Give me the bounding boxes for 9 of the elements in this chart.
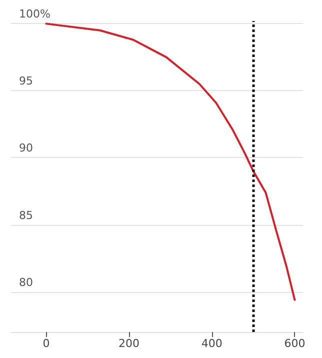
y-tick-label: 85 [19,208,33,222]
y-tick-label: 95 [19,74,33,88]
x-tick-label: 600 [284,337,306,350]
y-tick-label: 80 [19,276,33,289]
x-tick-label: 400 [201,337,222,350]
x-tick-label: 200 [118,337,140,350]
x-tick-label: 0 [42,337,50,350]
y-tick-label: 100% [19,8,50,21]
y-tick-label: 90 [19,142,33,155]
